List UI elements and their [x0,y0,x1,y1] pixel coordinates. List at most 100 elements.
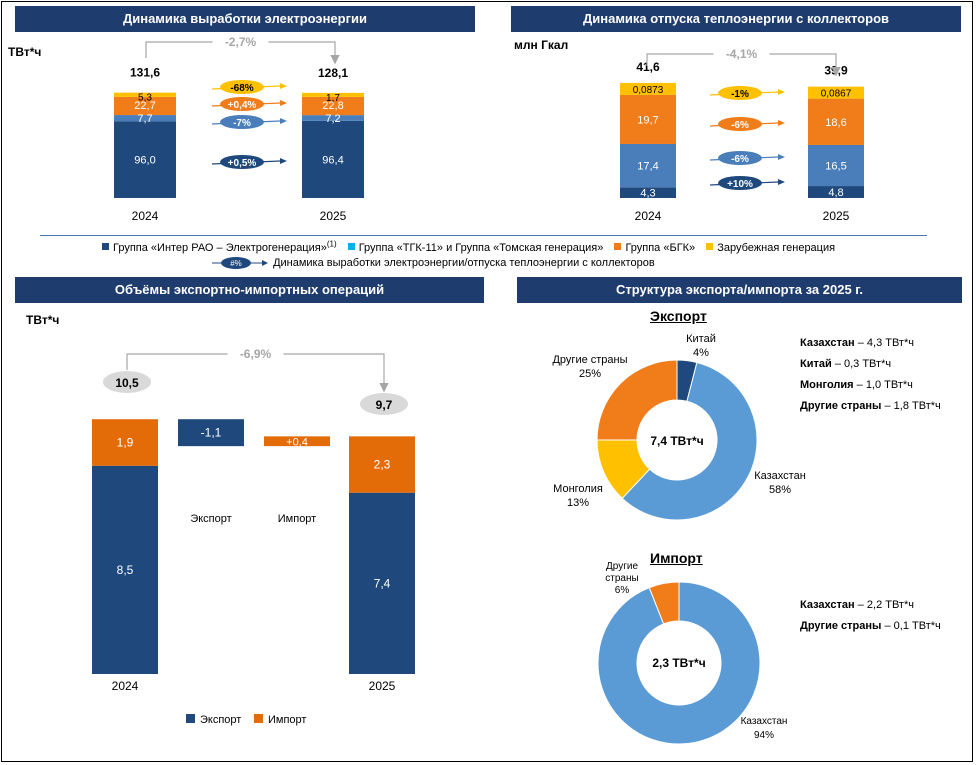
legend-label: Группа «ТГК-11» и Группа «Томская генера… [358,241,604,254]
total-2025-label: 9,7 [376,398,393,412]
export-slice-pct: 25% [579,368,601,380]
p3-change-label: -6,9% [240,347,272,361]
bar-label: 7,2 [325,113,340,125]
bar-2025-seg2 [808,98,864,145]
import-title: Импорт [650,550,703,566]
p1-dyn-interrao-pill [220,155,264,169]
p2-dyn-interrao-arrowhead [778,179,785,185]
bar-2024-import [92,419,158,466]
bullet-value: – 1,0 ТВт*ч [856,379,913,391]
legend-item-interrao: Группа «Интер РАО – Электрогенерация»(1) [102,239,337,254]
panel2-unit: млн Гкал [514,38,569,52]
bar-label: 7,7 [137,113,152,125]
export-slice-1 [621,361,758,521]
bar-label: 96,4 [322,154,343,166]
bar-label: 16,5 [825,161,846,173]
bar-2024-seg1 [620,143,676,188]
bullet-name: Другие страны [800,400,882,412]
import-slice-pct: 6% [615,585,630,596]
total-2024-bubble [103,371,151,393]
legend-pill-label: Динамика выработки электроэнергии/отпуск… [273,256,655,269]
p2-dyn-foreign-pill [718,86,762,100]
export-slice-name: Казахстан [754,470,806,482]
import-slice-name: страны [605,573,638,584]
bar-label: 18,6 [825,117,846,129]
bullet-name: Другие страны [800,620,882,632]
legend-export-swatch [186,714,195,723]
x-tick-label: 2025 [823,209,850,223]
panel3-unit: ТВт*ч [26,313,60,327]
p1-dyn-foreign-arrowhead [280,83,287,89]
bar-label: 1,9 [117,435,134,449]
bar-2025-seg0 [808,186,864,198]
panel4-title: Структура экспорта/импорта за 2025 г. [517,277,962,303]
bar-2025-import [349,436,415,493]
legend-pill-text: #% [230,259,242,268]
x-tick-label: Импорт [278,513,316,525]
p2-dyn-tgk-text: -6% [731,154,749,165]
bar-label: 0,0867 [821,89,852,100]
x-tick-label: 2025 [320,209,347,223]
bar-label: 2,3 [374,458,391,472]
bar-label: 0,0873 [633,85,664,96]
p2-change-label: -4,1% [726,47,758,61]
export-slice-name: Монголия [553,483,603,495]
legend-dynamics: #% Динамика выработки электроэнергии/отп… [210,255,655,271]
p1-dyn-foreign-pill [220,80,264,94]
bullet-name: Казахстан [800,337,855,349]
p1-dyn-bgk-arrowhead [280,100,287,106]
bar-2024-seg3 [620,82,676,95]
p2-dyn-bgk-arrowhead [778,120,785,126]
bar-label: -1,1 [201,426,222,440]
p1-dyn-bgk-text: +0,4% [228,100,257,111]
bar-2024-seg2 [620,94,676,144]
legend-footnote: (1) [326,239,337,248]
export-title: Экспорт [650,308,707,324]
panel3-chart: 8,5 1,9 -1,1 +0,4 7,4 2,3 2024 Экспорт Импорт 202… [92,346,415,726]
import-slice-name: Другие [606,561,638,572]
panel1-unit: ТВт*ч [8,45,42,59]
panel3-title: Объёмы экспортно-импортных операций [15,277,484,303]
bar-2024-seg1 [114,115,176,122]
import-slice-name: Казахстан [741,716,788,727]
bar-import-delta [264,436,330,447]
legend-item-bgk: Группа «БГК» [614,242,695,254]
bar-label: 7,4 [374,576,391,590]
bar-label: 96,0 [134,155,155,167]
panel1-title: Динамика выработки электроэнергии [15,6,475,32]
export-bullet-other: Другие страны – 1,8 ТВт*ч [800,400,941,412]
bar-total: 131,6 [130,66,160,80]
bar-label: 19,7 [637,114,658,126]
p1-change-label-bg [212,34,269,50]
bullet-value: – 0,1 ТВт*ч [884,620,941,632]
legend-export-label: Экспорт [200,714,241,726]
export-slice-pct: 4% [693,347,709,359]
bar-2024-seg3 [114,92,176,97]
panel1-chart: 96,0 7,722,75,3 131,6 2024 96,4 7,222,81,7 128… [114,34,364,223]
legend-label: Группа «Интер РАО – Электрогенерация» [113,241,327,254]
bar-2024-seg0 [620,187,676,198]
bar-label: 4,8 [828,187,843,199]
p1-dyn-bgk-pill [220,97,264,111]
import-slice-1 [597,581,761,745]
export-bullet-kazakhstan: Казахстан – 4,3 ТВт*ч [800,337,914,349]
bar-2024-seg2 [114,96,176,116]
x-tick-label: 2024 [112,679,139,693]
legend-import-swatch [254,714,263,723]
legend-separator [40,235,927,236]
p1-change-label: -2,7% [225,35,257,49]
p1-dyn-interrao-arrowhead [280,158,287,164]
p1-dyn-interrao-text: +0,5% [228,158,257,169]
x-tick-label: Экспорт [190,513,231,525]
panel4-charts: 7,4 ТВт*ч Китай 4% Казахстан 58% Монголия 13% Д… [552,333,806,745]
bar-label: 5,3 [138,93,152,104]
bullet-name: Казахстан [800,599,855,611]
legend-pill-icon: #% [212,257,268,269]
legend-label: Зарубежная генерация [717,241,836,254]
legend-pill [221,257,251,269]
legend-item-foreign: Зарубежная генерация [706,242,835,254]
x-tick-label: 2024 [635,209,662,223]
bar-2025-seg1 [302,115,364,121]
p1-dyn-tgk-text: -7% [233,118,251,129]
